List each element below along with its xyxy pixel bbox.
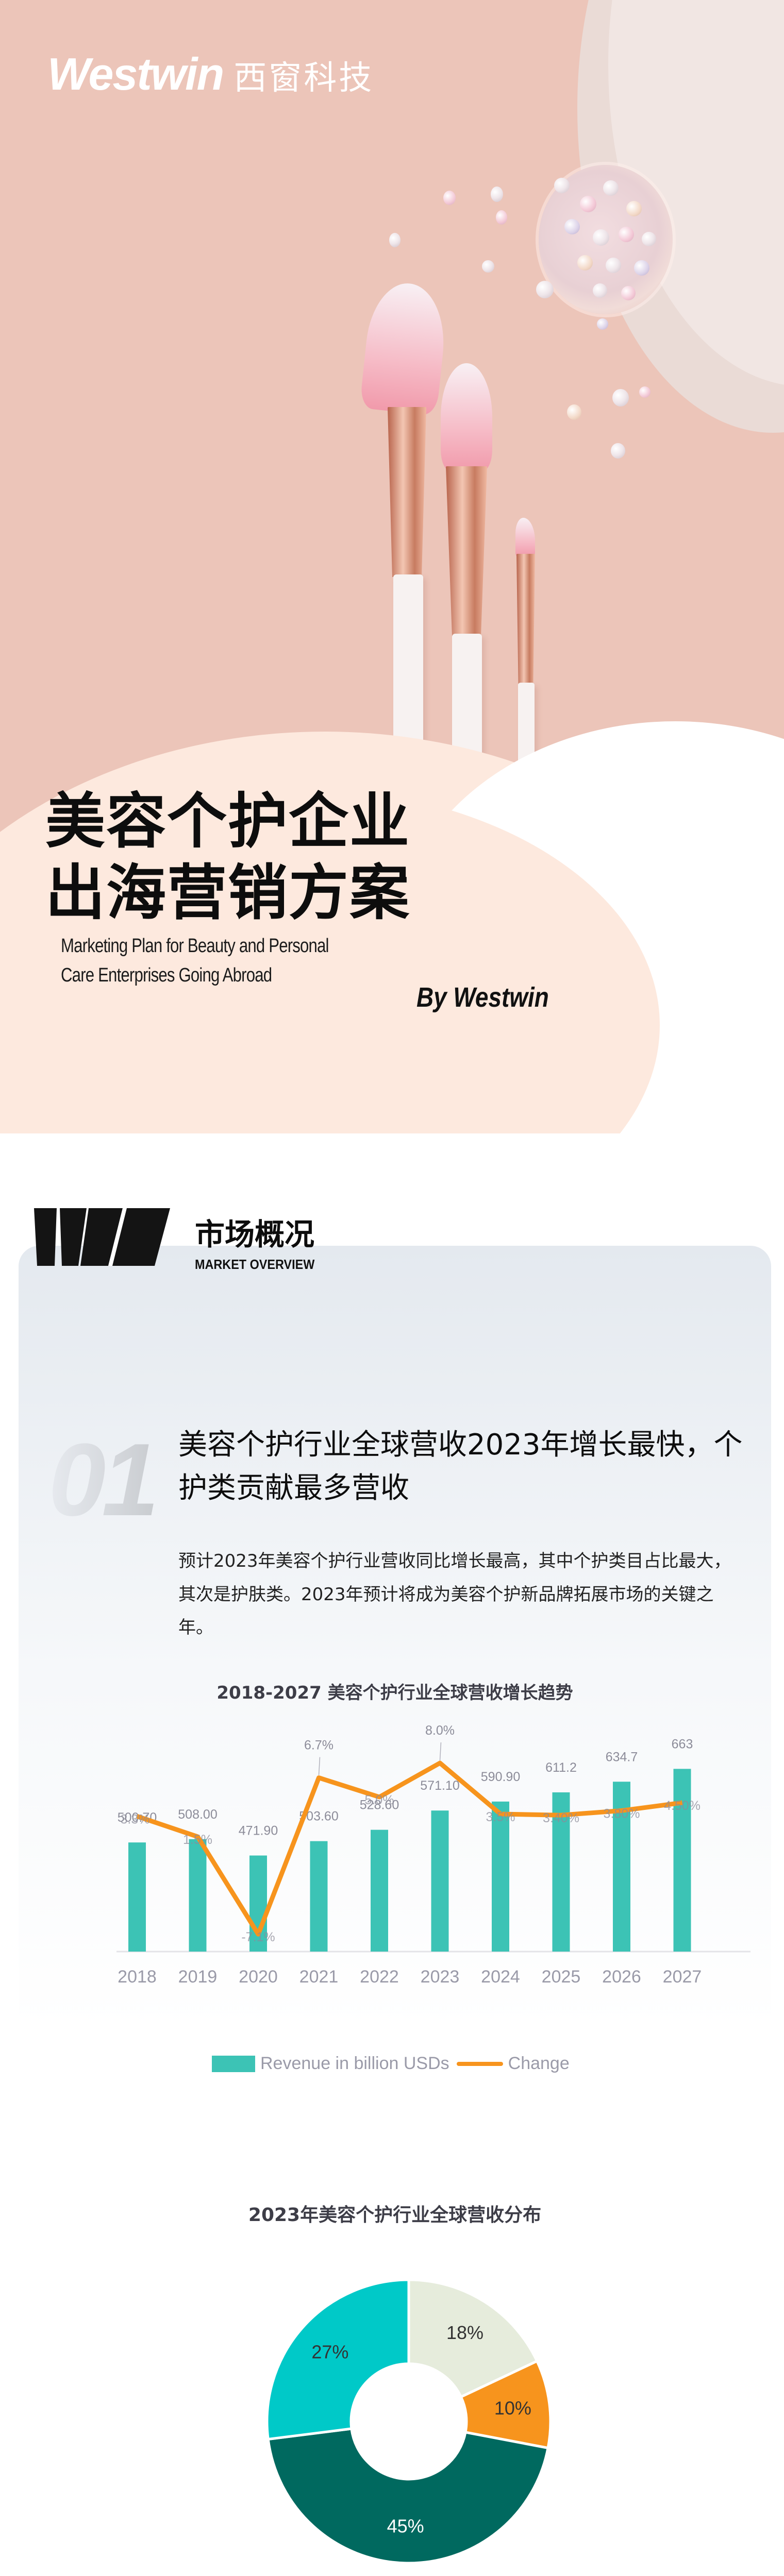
svg-text:663: 663 [672, 1737, 693, 1751]
section-subtitle: MARKET OVERVIEW [195, 1256, 315, 1272]
hero-cover: Westwin 西窗科技 美容个护企业 出海营销方案 Marketing Pla… [0, 0, 784, 1133]
svg-text:571.10: 571.10 [420, 1778, 459, 1793]
pearl-decoration [634, 260, 649, 276]
svg-text:3.5%: 3.5% [486, 1810, 515, 1824]
svg-text:2023: 2023 [421, 1967, 460, 1987]
svg-text:2021: 2021 [299, 1967, 339, 1987]
pearl-decoration [580, 196, 596, 212]
pearl-decoration [597, 318, 608, 330]
w-logo-icon [34, 1208, 170, 1266]
chart-title: 2023年美容个护行业全球营收分布 [248, 2205, 542, 2226]
cover-subtitle: Marketing Plan for Beauty and Personal C… [61, 931, 329, 990]
pearl-decoration [577, 255, 593, 270]
cover-title: 美容个护企业 出海营销方案 [45, 786, 410, 929]
svg-text:4.50%: 4.50% [664, 1799, 700, 1813]
pearl-decoration [496, 210, 507, 225]
revenue-trend-plot: 500.702018508.002019471.902020503.602021… [116, 1723, 750, 1987]
svg-text:18%: 18% [446, 2322, 483, 2343]
legend-item-revenue: Revenue in billion USDs [212, 2054, 449, 2074]
svg-text:27%: 27% [311, 2341, 348, 2362]
byline: By Westwin [416, 982, 549, 1013]
svg-text:3.40%: 3.40% [543, 1811, 579, 1825]
svg-text:10%: 10% [494, 2397, 531, 2418]
legend-item-change: Change [456, 2054, 570, 2074]
pearl-decoration [564, 219, 580, 234]
pearl-decoration [482, 260, 494, 273]
pearl-decoration [603, 180, 619, 196]
cover-subtitle-line1: Marketing Plan for Beauty and Personal [61, 935, 329, 957]
pearl-decoration [626, 201, 642, 216]
pearl-decoration [593, 229, 609, 246]
donut-plot: 18% 10% 45% 27% [265, 2278, 552, 2565]
cover-subtitle-line2: Care Enterprises Going Abroad [61, 964, 272, 986]
pearl-decoration [619, 227, 634, 242]
revenue-trend-chart: 2018-2027 美容个护行业全球营收增长趋势 500.70 2018 508.0… [19, 1679, 771, 2091]
svg-text:590.90: 590.90 [481, 1770, 520, 1784]
pearl-decoration [491, 187, 503, 202]
svg-text:471.90: 471.90 [239, 1824, 278, 1838]
section-number: 01 [48, 1422, 159, 1537]
chart-legend: Revenue in billion USDs Change [212, 2054, 570, 2074]
pearl-decoration [554, 178, 570, 193]
logo-chinese: 西窗科技 [233, 59, 374, 97]
pearl-decoration [639, 386, 650, 398]
pearl-decoration [443, 191, 456, 205]
pearl-decoration [642, 232, 656, 246]
svg-text:611.2: 611.2 [545, 1760, 577, 1775]
cover-title-line1: 美容个护企业 [45, 787, 410, 856]
svg-text:5.0%: 5.0% [365, 1793, 394, 1807]
svg-text:2019: 2019 [178, 1967, 218, 1987]
pearl-decoration [593, 283, 607, 298]
card-body: 预计2023年美容个护行业营收同比增长最高，其中个护类目占比最大，其次是护肤类。… [178, 1551, 731, 1638]
market-overview-card-1: 01 美容个护行业全球营收2023年增长最快，个护类贡献最多营收 预计2023年… [19, 1246, 771, 2576]
pearl-decoration [606, 258, 621, 273]
svg-text:2024: 2024 [481, 1967, 520, 1987]
svg-text:528.60: 528.60 [360, 1798, 399, 1812]
pearl-decoration [389, 233, 401, 247]
legend-swatch [456, 2061, 503, 2066]
svg-text:-7.1%: -7.1% [241, 1930, 275, 1944]
svg-text:2022: 2022 [360, 1967, 399, 1987]
svg-text:1.5%: 1.5% [183, 1833, 212, 1847]
svg-text:508.00: 508.00 [178, 1807, 217, 1822]
legend-label: Change [508, 2054, 570, 2073]
chart-title: 2018-2027 美容个护行业全球营收增长趋势 [216, 1683, 573, 1703]
legend-swatch [212, 2055, 255, 2072]
pearl-decoration [621, 286, 636, 300]
svg-text:2027: 2027 [663, 1967, 702, 1987]
cover-title-line2: 出海营销方案 [45, 858, 410, 928]
svg-text:45%: 45% [387, 2515, 424, 2536]
section-header: 市场概况 MARKET OVERVIEW [31, 1208, 328, 1273]
pearl-decoration [567, 404, 581, 420]
pearl-decoration [611, 443, 625, 459]
pearl-decoration [612, 389, 629, 406]
svg-text:2026: 2026 [602, 1967, 641, 1987]
svg-text:8.0%: 8.0% [425, 1723, 455, 1738]
svg-text:6.7%: 6.7% [304, 1738, 333, 1753]
svg-text:3.80%: 3.80% [604, 1806, 640, 1821]
card-title: 美容个护行业全球营收2023年增长最快，个护类贡献最多营收 [178, 1428, 743, 1505]
svg-text:2025: 2025 [542, 1967, 581, 1987]
section-title: 市场概况 [195, 1217, 315, 1252]
svg-text:3.3%: 3.3% [121, 1812, 150, 1826]
svg-text:2018: 2018 [118, 1967, 157, 1987]
revenue-distribution-chart: 2023年美容个护行业全球营收分布 18%10%45%27% Cosmetics… [19, 2190, 771, 2576]
brand-logo: Westwin 西窗科技 [47, 52, 374, 97]
svg-text:634.7: 634.7 [606, 1750, 638, 1764]
pearl-decoration [536, 281, 554, 298]
svg-text:2020: 2020 [239, 1967, 278, 1987]
logo-wordmark: Westwin [47, 48, 224, 99]
legend-label: Revenue in billion USDs [260, 2054, 449, 2073]
